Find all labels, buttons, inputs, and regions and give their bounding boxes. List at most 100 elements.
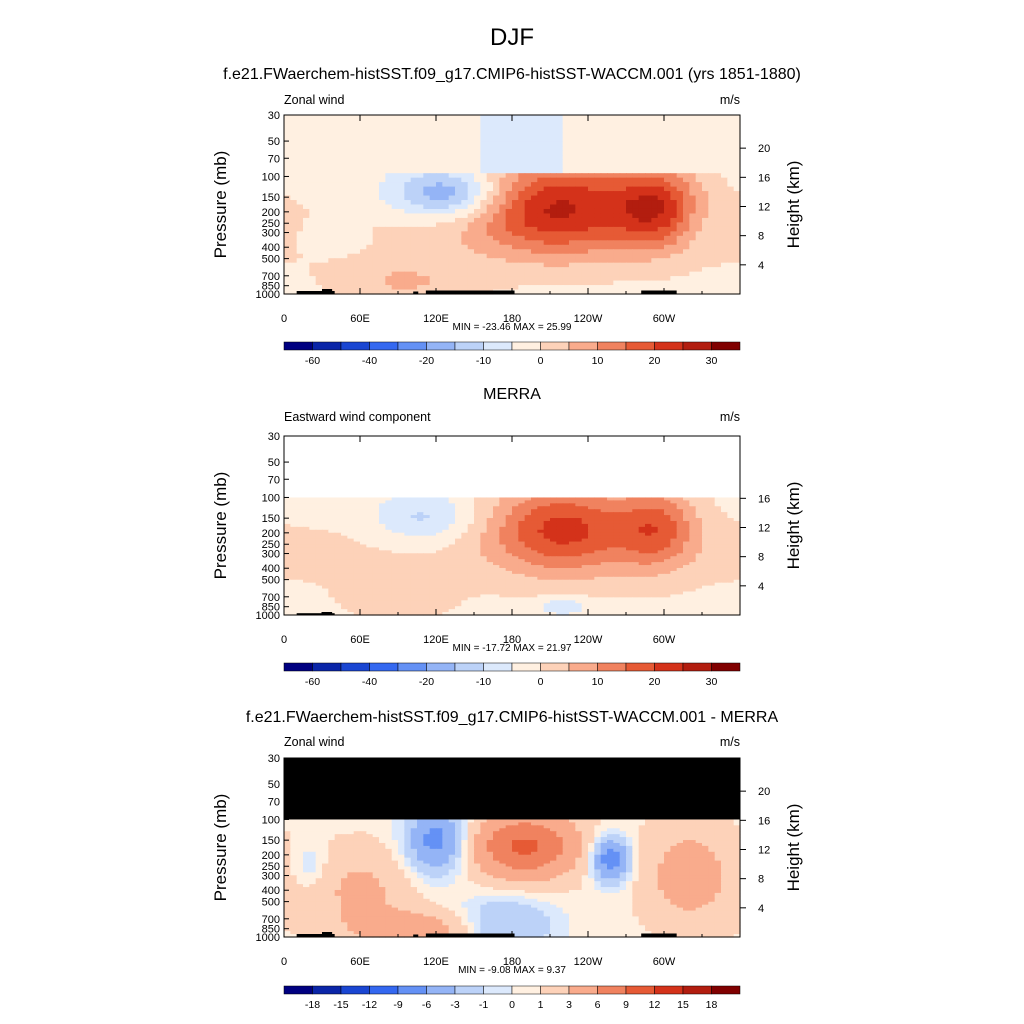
field-cell	[436, 573, 443, 578]
field-cell	[702, 276, 709, 282]
field-cell	[322, 565, 329, 569]
field-cell	[322, 235, 329, 241]
field-cell	[550, 159, 557, 165]
field-cell	[619, 150, 627, 156]
field-cell	[619, 231, 627, 237]
field-cell	[613, 285, 621, 291]
field-cell	[512, 280, 519, 286]
field-cell	[429, 132, 437, 138]
field-cell	[626, 267, 633, 273]
field-cell	[550, 208, 557, 215]
field-cell	[664, 515, 671, 519]
field-cell	[626, 512, 633, 516]
field-cell	[556, 191, 564, 197]
field-cell	[341, 231, 348, 237]
field-cell	[486, 280, 494, 286]
field-cell	[366, 217, 374, 223]
field-cell	[417, 182, 424, 188]
field-cell	[632, 258, 640, 264]
field-cell	[543, 553, 551, 557]
field-cell	[461, 556, 469, 560]
field-cell	[347, 276, 355, 282]
field-cell	[455, 240, 462, 246]
field-cell	[626, 280, 633, 286]
field-cell	[588, 503, 595, 507]
field-cell	[581, 213, 589, 219]
field-cell	[638, 240, 646, 246]
field-cell	[524, 509, 532, 513]
field-cell	[727, 146, 735, 152]
field-cell	[474, 141, 481, 147]
field-cell	[347, 150, 355, 156]
field-cell	[379, 515, 386, 519]
field-cell	[429, 529, 437, 534]
field-cell	[486, 576, 494, 581]
field-cell	[410, 146, 418, 152]
field-cell	[531, 267, 538, 273]
field-cell	[467, 132, 475, 138]
field-cell	[695, 168, 703, 174]
field-cell	[391, 262, 399, 268]
field-cell	[486, 191, 494, 197]
field-cell	[480, 159, 488, 165]
field-cell	[385, 141, 393, 147]
field-cell	[651, 541, 659, 546]
field-cell	[670, 177, 678, 183]
field-cell	[607, 249, 614, 255]
field-cell	[632, 550, 640, 554]
field-cell	[657, 146, 665, 152]
field-cell	[322, 506, 329, 510]
field-cell	[309, 576, 317, 581]
field-cell	[372, 271, 380, 277]
field-cell	[721, 137, 728, 143]
field-cell	[581, 550, 589, 554]
field-cell	[385, 506, 393, 510]
field-cell	[366, 529, 374, 534]
field-cell	[448, 515, 456, 519]
field-cell	[632, 159, 640, 165]
field-cell	[569, 119, 576, 125]
field-cell	[296, 191, 304, 197]
field-cell	[733, 204, 741, 210]
field-cell	[708, 177, 716, 183]
field-cell	[379, 280, 386, 286]
field-cell	[543, 155, 551, 161]
field-cell	[543, 497, 551, 501]
field-cell	[638, 535, 646, 540]
field-cell	[702, 155, 709, 161]
field-cell	[613, 150, 621, 156]
field-cell	[588, 173, 595, 179]
field-cell	[442, 150, 450, 156]
field-cell	[626, 518, 633, 522]
field-cell	[721, 119, 728, 125]
field-cell	[309, 155, 317, 161]
field-cell	[626, 276, 633, 282]
field-cell	[626, 262, 633, 268]
field-cell	[480, 208, 488, 215]
field-cell	[455, 529, 462, 534]
field-cell	[575, 146, 583, 152]
field-cell	[493, 497, 500, 501]
field-cell	[581, 518, 589, 522]
field-cell	[309, 280, 317, 286]
field-cell	[607, 258, 614, 264]
field-cell	[347, 573, 355, 578]
field-cell	[562, 515, 570, 519]
field-cell	[315, 497, 323, 501]
field-cell	[512, 258, 519, 264]
field-cell	[480, 173, 488, 179]
field-cell	[366, 567, 374, 572]
field-cell	[385, 576, 393, 581]
field-cell	[391, 213, 399, 219]
field-cell	[613, 529, 621, 534]
field-cell	[467, 115, 475, 121]
field-cell	[537, 262, 545, 268]
field-cell	[695, 195, 703, 201]
field-cell	[429, 186, 437, 192]
field-cell	[322, 541, 329, 546]
field-cell	[442, 258, 450, 264]
field-cell	[341, 544, 348, 549]
field-cell	[594, 559, 602, 563]
field-cell	[562, 562, 570, 566]
field-cell	[347, 123, 355, 130]
